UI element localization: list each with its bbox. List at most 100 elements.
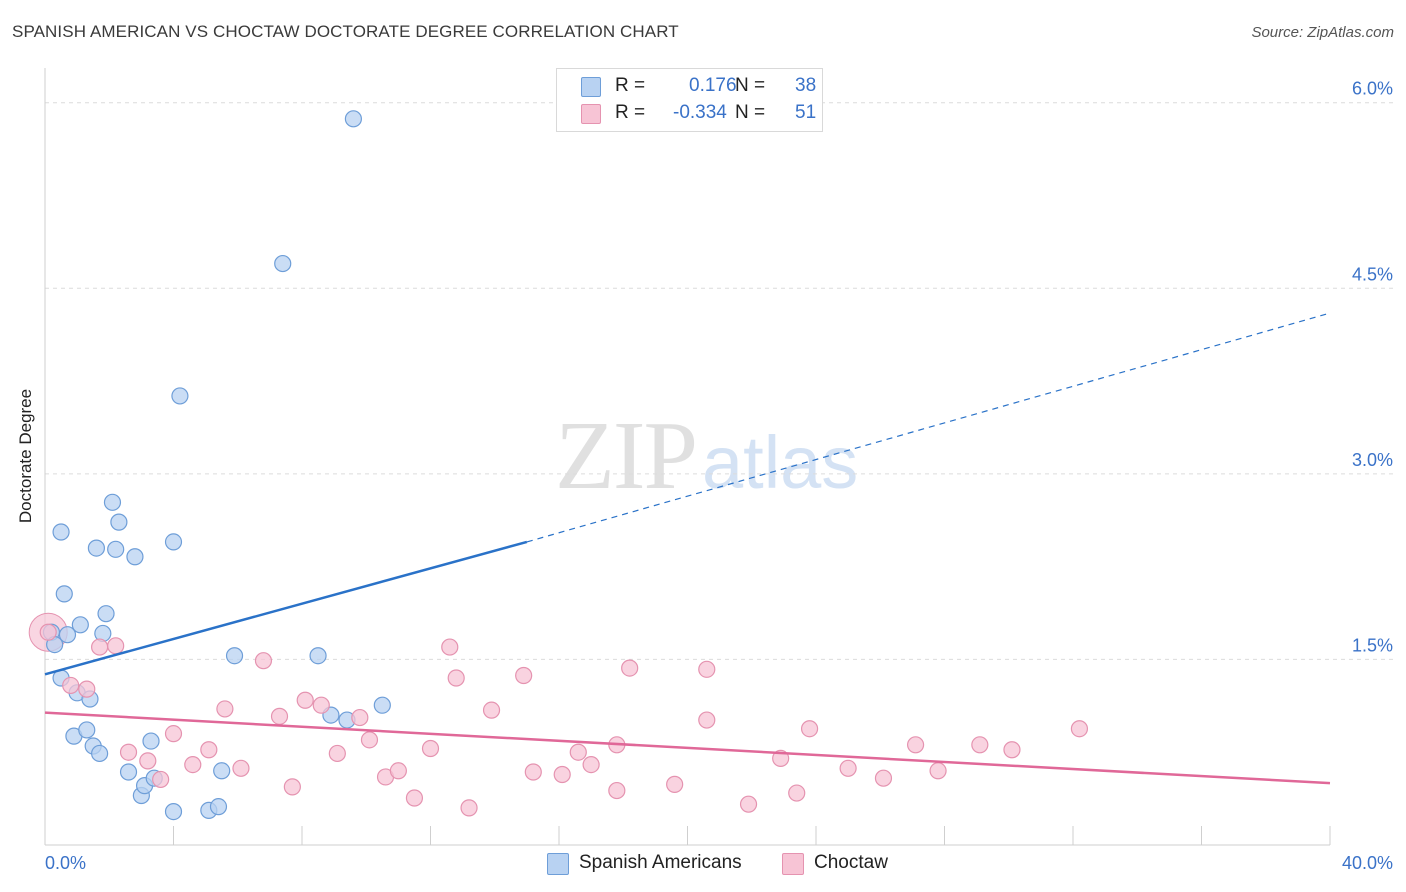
chart-title: SPANISH AMERICAN VS CHOCTAW DOCTORATE DE… xyxy=(12,22,679,41)
point-choctaw xyxy=(312,696,330,714)
point-choctaw xyxy=(874,769,893,787)
bottom-legend-swatch-blue xyxy=(547,853,569,875)
point-choctaw xyxy=(328,744,346,763)
point-choctaw xyxy=(460,799,478,817)
bottom-legend-label: Spanish Americans xyxy=(579,852,742,873)
point-spanish-americans xyxy=(209,798,228,816)
point-spanish-americans xyxy=(142,732,160,750)
point-spanish-americans xyxy=(55,585,73,603)
point-spanish-americans xyxy=(164,802,183,821)
point-choctaw xyxy=(800,720,819,738)
point-choctaw xyxy=(441,638,459,656)
point-spanish-americans xyxy=(164,533,183,551)
y-axis-label: Doctorate Degree xyxy=(16,388,35,524)
point-choctaw xyxy=(482,701,501,719)
legend-swatch-pink xyxy=(581,104,601,124)
x-tick-label: 0.0% xyxy=(45,853,86,873)
point-choctaw xyxy=(296,691,314,709)
point-choctaw xyxy=(1070,720,1089,738)
point-choctaw xyxy=(1003,741,1021,759)
point-spanish-americans xyxy=(119,763,138,781)
legend-n-value: 38 xyxy=(795,75,817,96)
point-choctaw xyxy=(553,765,571,784)
point-spanish-americans xyxy=(225,647,244,665)
legend-r-label: R = xyxy=(615,75,646,96)
point-choctaw xyxy=(164,725,183,743)
point-choctaw xyxy=(524,763,542,781)
y-tick-label: 6.0% xyxy=(1352,79,1393,99)
point-choctaw xyxy=(389,762,407,780)
point-choctaw xyxy=(139,752,157,770)
point-choctaw xyxy=(569,743,587,761)
point-choctaw xyxy=(929,762,947,780)
bottom-legend-swatch-pink xyxy=(782,853,804,875)
point-choctaw xyxy=(360,731,379,749)
trendline-choctaw xyxy=(44,711,1331,785)
legend-r-label: R = xyxy=(615,102,646,123)
point-choctaw xyxy=(270,707,289,725)
point-spanish-americans xyxy=(274,254,292,273)
trendline-spanish-americans-extrapolated xyxy=(526,312,1331,543)
x-tick-label: 40.0% xyxy=(1342,853,1393,873)
watermark-zip: ZIP xyxy=(555,402,698,510)
correlation-legend: R = 0.176 N = 38 R = -0.334 N = 51 xyxy=(556,68,823,132)
point-choctaw xyxy=(283,778,301,796)
point-choctaw xyxy=(971,736,989,754)
point-choctaw xyxy=(91,638,109,656)
point-spanish-americans xyxy=(309,647,327,665)
point-choctaw xyxy=(184,755,202,774)
y-tick-label: 3.0% xyxy=(1352,450,1393,470)
trendline-spanish-americans xyxy=(44,540,528,676)
point-spanish-americans xyxy=(373,696,391,714)
y-tick-label: 4.5% xyxy=(1352,264,1393,284)
point-spanish-americans xyxy=(91,744,109,763)
watermark-atlas: atlas xyxy=(702,421,859,504)
point-choctaw xyxy=(232,759,250,777)
point-choctaw xyxy=(447,669,465,687)
point-choctaw xyxy=(39,623,57,641)
point-choctaw xyxy=(582,755,600,774)
point-choctaw xyxy=(216,700,234,718)
point-choctaw xyxy=(698,660,716,678)
point-spanish-americans xyxy=(171,387,189,405)
bottom-legend-label: Choctaw xyxy=(814,852,888,873)
point-spanish-americans xyxy=(97,605,115,623)
y-tick-label: 1.5% xyxy=(1352,635,1393,655)
point-spanish-americans xyxy=(87,539,106,557)
point-choctaw xyxy=(739,795,758,813)
point-choctaw xyxy=(621,659,639,677)
point-choctaw xyxy=(200,741,218,759)
point-choctaw xyxy=(351,708,369,727)
point-spanish-americans xyxy=(52,523,70,541)
point-choctaw xyxy=(152,770,170,789)
legend-n-label: N = xyxy=(735,102,766,123)
point-spanish-americans xyxy=(126,548,144,566)
point-spanish-americans xyxy=(78,721,96,739)
point-choctaw xyxy=(839,759,857,777)
point-spanish-americans xyxy=(103,493,122,511)
point-choctaw xyxy=(906,736,925,754)
legend-r-value: 0.176 xyxy=(689,75,737,96)
point-spanish-americans xyxy=(110,513,128,531)
legend-swatch-blue xyxy=(581,77,601,97)
point-choctaw xyxy=(405,789,424,807)
point-choctaw xyxy=(515,666,533,685)
point-choctaw xyxy=(107,637,125,655)
point-choctaw xyxy=(608,781,626,800)
point-spanish-americans xyxy=(344,110,362,128)
legend-r-value: -0.334 xyxy=(673,102,727,123)
point-spanish-americans xyxy=(58,626,77,644)
point-spanish-americans xyxy=(213,762,231,780)
legend-n-value: 51 xyxy=(795,102,817,123)
point-spanish-americans xyxy=(107,540,125,558)
point-choctaw xyxy=(788,784,806,802)
point-spanish-americans xyxy=(71,616,89,634)
point-choctaw xyxy=(421,739,440,758)
point-choctaw xyxy=(119,743,138,761)
point-choctaw xyxy=(78,680,96,698)
legend-n-label: N = xyxy=(735,75,766,96)
point-choctaw xyxy=(698,711,716,729)
point-choctaw xyxy=(666,775,684,793)
point-choctaw xyxy=(62,676,80,695)
